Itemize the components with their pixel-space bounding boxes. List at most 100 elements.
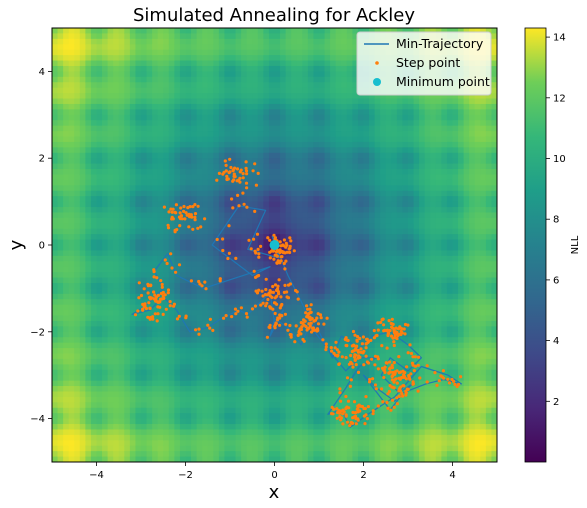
heatmap-cell	[207, 114, 214, 121]
heatmap-cell	[90, 207, 98, 214]
heatmap-cell	[168, 358, 175, 365]
heatmap-cell	[257, 190, 264, 197]
heatmap-cell	[385, 451, 392, 458]
heatmap-cell	[213, 353, 220, 360]
heatmap-cell	[163, 28, 170, 35]
heatmap-cell	[124, 282, 131, 289]
heatmap-cell	[129, 169, 137, 176]
heatmap-cell	[174, 293, 181, 300]
heatmap-cell	[224, 429, 231, 436]
heatmap-cell	[191, 141, 198, 148]
heatmap-cell	[341, 293, 348, 300]
heatmap-cell	[57, 413, 64, 420]
heatmap-cell	[168, 38, 175, 45]
heatmap-cell	[241, 402, 248, 409]
heatmap-cell	[196, 369, 203, 376]
heatmap-cell	[280, 326, 287, 333]
heatmap-cell	[63, 434, 70, 441]
heatmap-cell	[107, 87, 114, 94]
heatmap-cell	[341, 369, 348, 376]
heatmap-cell	[363, 169, 370, 176]
heatmap-cell	[296, 174, 303, 181]
heatmap-cell	[374, 451, 381, 458]
heatmap-cell	[291, 125, 298, 132]
heatmap-cell	[196, 131, 203, 138]
heatmap-cell	[152, 179, 159, 186]
heatmap-cell	[296, 418, 303, 425]
heatmap-cell	[396, 207, 404, 214]
heatmap-cell	[346, 190, 353, 197]
heatmap-cell	[141, 190, 148, 197]
heatmap-cell	[74, 245, 81, 252]
heatmap-cell	[191, 223, 198, 230]
heatmap-cell	[146, 413, 153, 420]
heatmap-cell	[224, 65, 231, 72]
heatmap-cell	[335, 440, 342, 447]
heatmap-cell	[285, 196, 292, 203]
heatmap-cell	[74, 109, 81, 116]
heatmap-cell	[207, 120, 214, 127]
heatmap-cell	[118, 402, 125, 409]
heatmap-cell	[57, 147, 64, 154]
heatmap-cell	[129, 277, 137, 284]
heatmap-cell	[341, 179, 348, 186]
heatmap-cell	[174, 223, 181, 230]
heatmap-cell	[369, 207, 376, 214]
heatmap-cell	[335, 158, 342, 165]
heatmap-cell	[202, 353, 209, 360]
heatmap-cell	[96, 277, 103, 284]
heatmap-cell	[319, 163, 326, 170]
heatmap-cell	[113, 396, 120, 403]
heatmap-cell	[252, 125, 259, 132]
heatmap-cell	[135, 217, 142, 224]
heatmap-cell	[213, 293, 220, 300]
heatmap-cell	[307, 293, 315, 300]
heatmap-cell	[191, 60, 198, 67]
heatmap-cell	[79, 440, 86, 447]
heatmap-cell	[307, 380, 315, 387]
heatmap-cell	[268, 456, 276, 462]
heatmap-cell	[141, 440, 148, 447]
heatmap-cell	[107, 429, 114, 436]
heatmap-cell	[246, 255, 253, 262]
heatmap-cell	[207, 434, 214, 441]
heatmap-cell	[285, 179, 292, 186]
heatmap-cell	[369, 342, 376, 349]
heatmap-cell	[191, 245, 198, 252]
heatmap-cell	[235, 158, 242, 165]
heatmap-cell	[52, 315, 59, 322]
heatmap-cell	[319, 331, 326, 338]
heatmap-cell	[191, 71, 198, 78]
heatmap-cell	[230, 413, 237, 420]
heatmap-cell	[363, 348, 370, 355]
heatmap-cell	[168, 228, 175, 235]
heatmap-cell	[230, 440, 237, 447]
heatmap-cell	[280, 93, 287, 100]
heatmap-cell	[352, 277, 359, 284]
heatmap-cell	[102, 456, 109, 462]
heatmap-cell	[224, 358, 231, 365]
heatmap-cell	[185, 114, 192, 121]
heatmap-cell	[113, 38, 120, 45]
heatmap-cell	[191, 38, 198, 45]
heatmap-cell	[218, 293, 226, 300]
heatmap-cell	[307, 71, 315, 78]
heatmap-cell	[146, 185, 153, 192]
heatmap-cell	[302, 255, 309, 262]
heatmap-cell	[335, 364, 342, 371]
heatmap-cell	[230, 434, 237, 441]
heatmap-cell	[74, 152, 81, 159]
heatmap-cell	[118, 49, 125, 56]
heatmap-cell	[52, 131, 59, 138]
heatmap-cell	[202, 93, 209, 100]
heatmap-cell	[385, 255, 392, 262]
heatmap-cell	[96, 212, 103, 219]
heatmap-cell	[90, 158, 98, 165]
heatmap-cell	[319, 348, 326, 355]
heatmap-cell	[118, 239, 125, 246]
heatmap-cell	[141, 33, 148, 40]
heatmap-cell	[285, 33, 292, 40]
heatmap-cell	[341, 429, 348, 436]
heatmap-cell	[218, 451, 226, 458]
heatmap-cell	[285, 386, 292, 393]
